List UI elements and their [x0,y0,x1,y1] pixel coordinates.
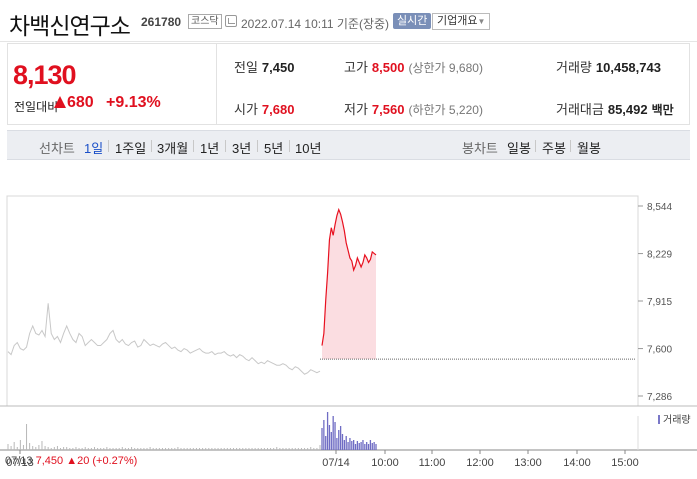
up-arrow-icon: ▲ [66,455,78,467]
tab-weekly[interactable]: 주봉 [542,141,566,156]
price-summary: 8,130 전일대비 680 +9.13% [8,44,217,124]
stat-sub: (상한가 9,680) [408,61,483,75]
stock-name[interactable]: 차백신연구소 [9,13,131,39]
change-value: 680 [67,94,94,111]
price-plot-frame [6,195,639,407]
stock-code: 261780 [141,15,182,29]
stat-label: 고가 [344,60,368,75]
x-tick-label: 11:00 [419,457,446,469]
stat-volume: 거래량 10,458,743 [556,57,661,76]
stat-high: 고가 8,500 (상한가 9,680) [344,57,483,76]
tab-10y[interactable]: 10년 [295,141,322,156]
price-panel: 8,130 전일대비 680 +9.13% 전일 7,450 시가 7,680 고가… [7,43,690,125]
today-price-line [321,207,377,346]
stat-value: 7,450 [261,60,295,75]
x-tick-label: 12:00 [466,457,494,469]
x-tick-label: 14:00 [563,457,591,469]
x-tick-label: 10:00 [371,457,399,469]
stat-value: 7,680 [261,102,295,117]
up-arrow-icon [54,96,66,108]
stat-low: 저가 7,560 (하한가 5,220) [344,99,483,118]
stat-value: 7,560 [371,102,405,117]
stat-amount: 거래대금 85,492 백만 [556,99,674,118]
tab-divider [193,140,194,152]
tab-3y[interactable]: 3년 [232,141,252,156]
stock-header: 차백신연구소 261780 코스닥 2022.07.14 10:11 기준(장중… [0,0,697,42]
tab-divider [108,140,109,152]
volume-legend-label: 거래량 [663,415,691,426]
x-tick-label: 15:00 [611,457,639,469]
candle-chart-label: 봉차트 [462,141,498,156]
x-tick-label: 13:00 [514,457,542,469]
prev-rate: (+0.27%) [92,455,138,467]
company-info-button[interactable]: 기업개요▼ [432,13,491,30]
tab-1d[interactable]: 1일 [84,141,104,156]
tab-divider [151,140,152,152]
stat-unit: 백만 [651,103,674,117]
market-badge: 코스닥 [188,14,222,29]
chevron-down-icon: ▼ [477,17,486,26]
clock-icon [225,15,237,27]
change-label: 전일대비 [14,100,59,114]
line-chart-label: 선차트 [39,141,75,156]
tab-monthly[interactable]: 월봉 [577,141,601,156]
x-tick-label: 07/13 [6,457,34,469]
tab-3m[interactable]: 3개월 [157,141,189,156]
y-tick-label: 8,544 [647,202,672,213]
today-area-fill [322,209,376,360]
tab-divider [535,140,536,152]
stat-label: 시가 [234,102,258,117]
tab-1w[interactable]: 1주일 [115,141,147,156]
prev-day-line [7,303,321,375]
stat-sub: (하한가 5,220) [408,103,483,117]
realtime-button[interactable]: 실시간 [393,13,432,29]
prev-change: 20 [77,455,90,467]
stat-value: 8,500 [371,60,405,75]
stat-open: 시가 7,680 [234,99,294,118]
current-price: 8,130 [13,60,77,90]
tab-daily[interactable]: 일봉 [507,141,531,156]
tab-divider [289,140,290,152]
tab-5y[interactable]: 5년 [264,141,284,156]
company-info-label: 기업개요 [437,15,478,27]
volume-legend-mark [658,415,660,424]
x-tick-label: 07/14 [322,457,350,469]
stat-value: 10,458,743 [595,60,661,75]
timestamp: 2022.07.14 10:11 기준(장중) [241,17,390,31]
prev-price: 7,450 [35,455,64,467]
prev-close-note: 07/13 7,450 ▲20 (+0.27%) [5,455,137,467]
volume-legend: 거래량 [658,411,691,426]
y-tick-label: 7,915 [647,297,672,308]
prev-date: 07/13 [5,455,33,467]
y-tick-label: 7,600 [647,345,672,356]
tab-divider [570,140,571,152]
tab-1y[interactable]: 1년 [200,141,220,156]
stat-label: 전일 [234,60,258,75]
tab-divider [225,140,226,152]
chart-tab-bar: 선차트 1일 1주일 3개월 1년 3년 5년 10년 봉차트 일봉 주봉 월봉 [7,130,690,160]
price-chart[interactable]: 8,544 8,229 7,915 7,600 7,286 07/13 07/14 10:00… [0,170,697,479]
stat-label: 거래량 [556,60,592,75]
stat-prev-close: 전일 7,450 [234,57,294,76]
change-rate: +9.13% [106,94,161,111]
tab-divider [257,140,258,152]
y-tick-label: 8,229 [647,250,672,261]
stat-label: 거래대금 [556,102,604,117]
y-tick-label: 7,286 [647,392,672,403]
stat-value: 85,492 [607,102,648,117]
stat-label: 저가 [344,102,368,117]
